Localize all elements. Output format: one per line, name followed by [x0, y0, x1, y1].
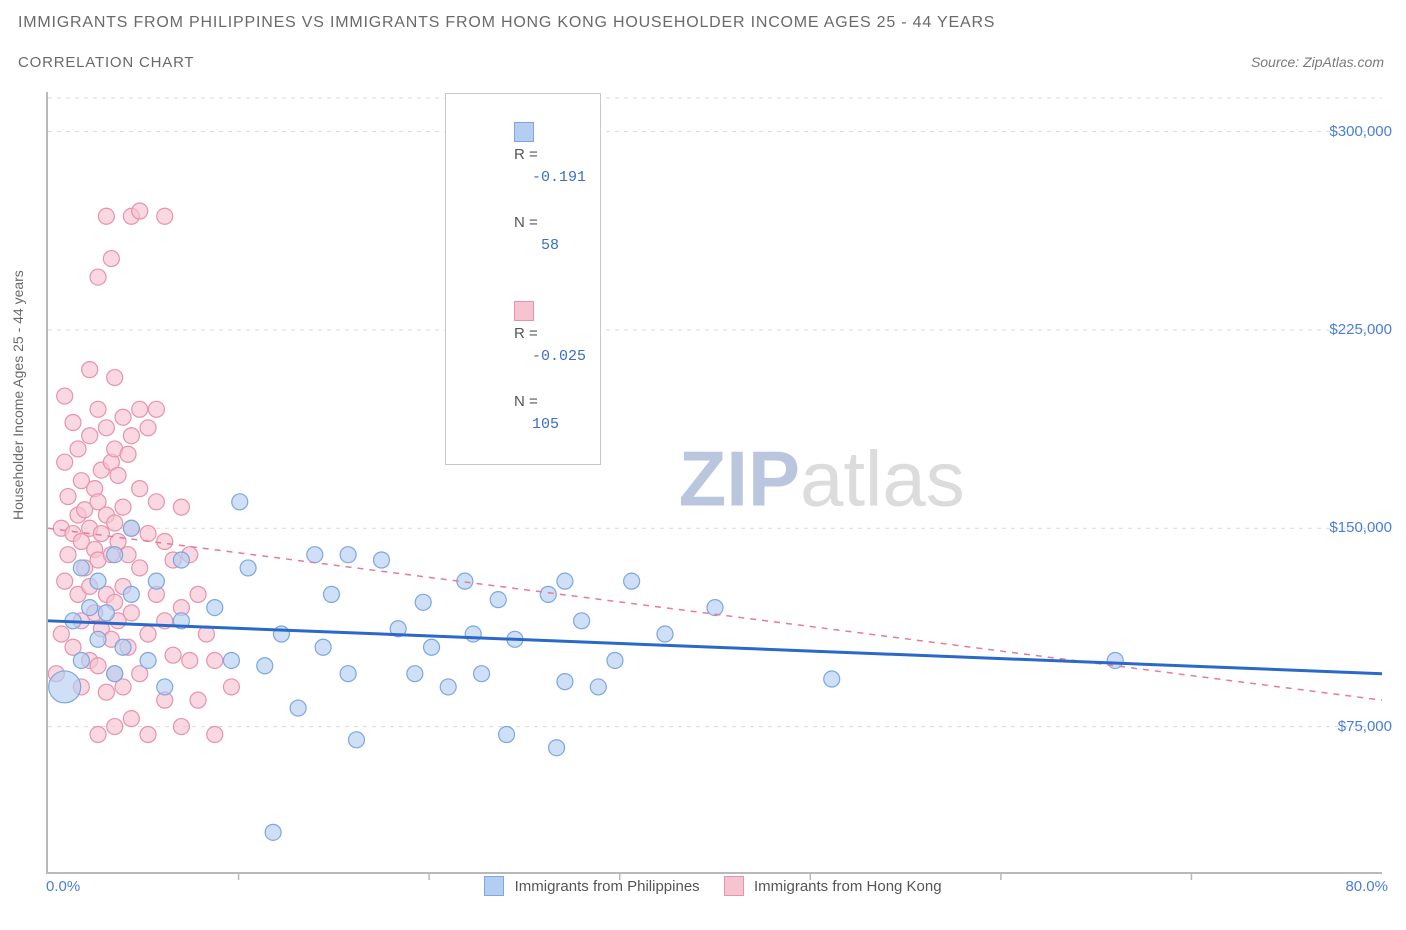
y-tick-label: $150,000 [1329, 519, 1392, 536]
y-tick-label: $300,000 [1329, 123, 1392, 140]
n-value-a: 58 [514, 237, 559, 254]
legend-label-b: Immigrants from Hong Kong [754, 878, 942, 895]
y-tick-label: $225,000 [1329, 321, 1392, 338]
swatch-a-icon [514, 122, 534, 142]
n-value-b: 105 [514, 416, 559, 433]
r-value-b: -0.025 [514, 348, 586, 365]
legend-label-a: Immigrants from Philippines [515, 878, 700, 895]
r-label-a: R = [514, 146, 538, 163]
swatch-b-icon [514, 301, 534, 321]
chart-subtitle: CORRELATION CHART [18, 54, 194, 71]
svg-text:ZIPatlas: ZIPatlas [679, 434, 965, 522]
r-label-b: R = [514, 325, 538, 342]
legend-swatch-b-icon [724, 876, 744, 896]
n-label-a: N = [514, 214, 538, 231]
stats-legend: R = -0.191 N = 58 R = -0.025 N = 105 [445, 93, 601, 465]
y-axis-label: Householder Income Ages 25 - 44 years [10, 270, 26, 520]
source-label: Source: ZipAtlas.com [1251, 54, 1384, 70]
y-tick-label: $75,000 [1338, 718, 1392, 735]
stats-row-a: R = -0.191 N = 58 [460, 100, 586, 279]
plot-svg: ZIPatlas [48, 92, 1382, 872]
plot-area: ZIPatlas [46, 92, 1382, 874]
n-label-b: N = [514, 393, 538, 410]
bottom-legend: Immigrants from Philippines Immigrants f… [0, 876, 1406, 896]
stats-row-b: R = -0.025 N = 105 [460, 279, 586, 458]
legend-swatch-a-icon [484, 876, 504, 896]
chart-title: IMMIGRANTS FROM PHILIPPINES VS IMMIGRANT… [18, 14, 995, 32]
chart-container: IMMIGRANTS FROM PHILIPPINES VS IMMIGRANT… [0, 0, 1406, 930]
r-value-a: -0.191 [514, 169, 586, 186]
